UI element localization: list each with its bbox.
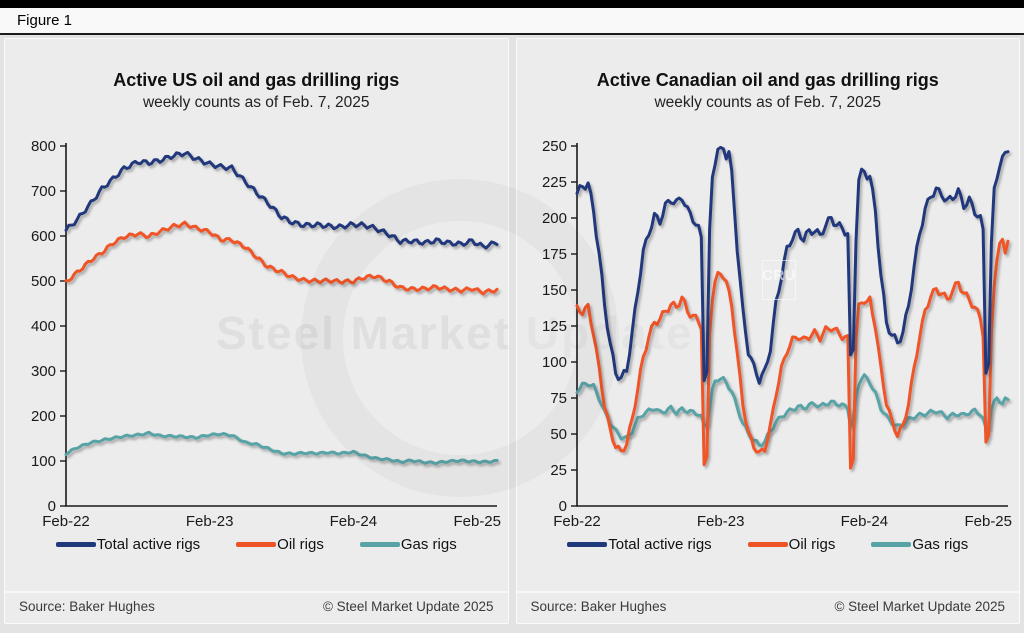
charts-area: Active US oil and gas drilling rigs week… (0, 35, 1024, 633)
top-black-bar (0, 0, 1024, 8)
svg-text:125: 125 (542, 318, 567, 335)
us-panel-footer: Source: Baker Hughes © Steel Market Upda… (5, 591, 508, 623)
legend-label: Total active rigs (608, 535, 712, 553)
us-rigs-panel: Active US oil and gas drilling rigs week… (4, 38, 509, 624)
svg-text:500: 500 (31, 273, 56, 290)
svg-text:75: 75 (551, 390, 568, 407)
svg-text:800: 800 (31, 138, 56, 155)
svg-text:225: 225 (542, 174, 567, 191)
svg-text:Feb-22: Feb-22 (42, 513, 90, 530)
legend-label: Gas rigs (912, 535, 969, 553)
source-note: Source: Baker Hughes (530, 599, 667, 614)
gas-rigs-line-swatch (871, 542, 912, 547)
legend-label: Oil rigs (277, 535, 324, 553)
svg-text:600: 600 (31, 228, 56, 245)
canada-panel-footer: Source: Baker Hughes © Steel Market Upda… (516, 591, 1019, 623)
chart-title: Active Canadian oil and gas drilling rig… (596, 70, 939, 90)
legend: Total active rigs Oil rigs Gas rigs (5, 536, 508, 553)
svg-text:Feb-23: Feb-23 (697, 513, 745, 530)
svg-text:150: 150 (542, 282, 567, 299)
oil-rigs-line-swatch (747, 542, 788, 547)
legend-label: Total active rigs (96, 535, 201, 553)
svg-text:200: 200 (31, 408, 56, 425)
svg-text:25: 25 (551, 462, 568, 479)
oil-rigs-line-swatch (236, 542, 277, 547)
legend-item-total-active-rigs: Total active rigs (55, 535, 201, 553)
gas-rigs-line-swatch (359, 542, 400, 547)
chart-title: Active US oil and gas drilling rigs (113, 70, 400, 90)
svg-text:175: 175 (542, 246, 567, 263)
svg-text:300: 300 (31, 363, 56, 380)
total-rigs-line-swatch (55, 542, 96, 547)
svg-text:100: 100 (31, 453, 56, 470)
legend-label: Gas rigs (400, 535, 457, 553)
canada-rigs-panel: Active Canadian oil and gas drilling rig… (515, 38, 1020, 624)
svg-text:Feb-25: Feb-25 (453, 513, 501, 530)
chart-subtitle: weekly counts as of Feb. 7, 2025 (142, 93, 370, 111)
legend-item-total-active-rigs: Total active rigs (567, 535, 712, 553)
legend: Total active rigs Oil rigs Gas rigs (517, 536, 1020, 553)
svg-text:200: 200 (542, 210, 567, 227)
svg-text:100: 100 (542, 354, 567, 371)
canada-rigs-line-chart: 0 25 50 75 100 125 150 175 200 225 250 Feb-22 Feb-23… (542, 138, 1013, 530)
svg-text:400: 400 (31, 318, 56, 335)
us-rigs-line-chart: 0 100 200 300 400 500 600 700 800 Feb-22 Feb-23 Feb… (31, 138, 501, 530)
svg-text:Feb-24: Feb-24 (841, 513, 889, 530)
legend-label: Oil rigs (788, 535, 836, 553)
svg-text:0: 0 (559, 498, 567, 515)
svg-text:700: 700 (31, 183, 56, 200)
svg-text:50: 50 (551, 426, 568, 443)
copyright-note: © Steel Market Update 2025 (322, 599, 494, 614)
svg-text:Feb-25: Feb-25 (965, 513, 1013, 530)
legend-item-gas-rigs: Gas rigs (359, 535, 457, 553)
copyright-note: © Steel Market Update 2025 (834, 599, 1005, 614)
legend-item-oil-rigs: Oil rigs (236, 536, 324, 553)
source-note: Source: Baker Hughes (19, 599, 155, 614)
chart-subtitle: weekly counts as of Feb. 7, 2025 (654, 93, 882, 111)
svg-text:Feb-24: Feb-24 (329, 513, 377, 530)
svg-text:0: 0 (47, 498, 55, 515)
legend-item-gas-rigs: Gas rigs (871, 536, 968, 553)
figure-label: Figure 1 (17, 12, 73, 29)
svg-text:Feb-22: Feb-22 (553, 513, 601, 530)
us-chart-head: Active US oil and gas drilling rigs week… (5, 69, 508, 112)
svg-text:250: 250 (542, 138, 567, 155)
canada-chart-head: Active Canadian oil and gas drilling rig… (517, 69, 1020, 112)
legend-item-oil-rigs: Oil rigs (747, 535, 836, 553)
figure-header: Figure 1 (0, 8, 1024, 35)
svg-text:Feb-23: Feb-23 (186, 513, 234, 530)
total-rigs-line-swatch (567, 542, 608, 547)
